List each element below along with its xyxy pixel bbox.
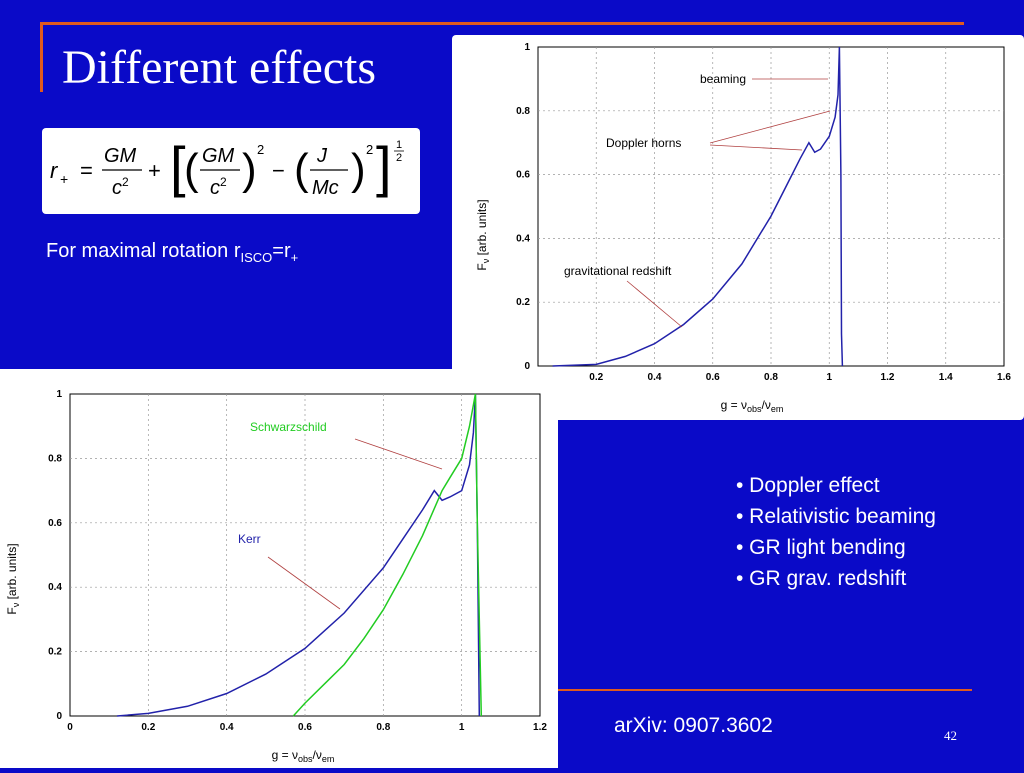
chart1-ticks: 0.2 0.4 0.6 0.8 1 1.2 1.4 1.6 0 0.2 0.4 0.6 0.8 1	[516, 42, 1011, 383]
x-tick-label: 0.6	[706, 372, 720, 383]
chart1-lines	[552, 46, 844, 367]
x-tick-label: 0.2	[141, 722, 155, 733]
chart2-lines	[116, 393, 483, 717]
svg-text:r: r	[50, 158, 59, 183]
y-tick-label: 0.6	[48, 518, 62, 529]
annotation-schwarzschild: Schwarzschild	[250, 420, 327, 434]
svg-text:GM: GM	[104, 145, 137, 167]
svg-text:2: 2	[396, 152, 402, 164]
svg-text:2: 2	[220, 175, 227, 189]
svg-text:=: =	[80, 158, 93, 183]
svg-text:1: 1	[396, 139, 402, 151]
svg-text:−: −	[272, 158, 285, 183]
y-tick-label: 0.2	[516, 297, 530, 308]
y-tick-label: 0.2	[48, 647, 62, 658]
slide-title: Different effects	[62, 41, 377, 94]
svg-text:[: [	[170, 135, 186, 198]
x-tick-label: 0.8	[764, 372, 778, 383]
x-tick-label: 0.4	[220, 722, 234, 733]
chart-comparison: 0 0.2 0.4 0.6 0.8 1 1.2 0 0.2 0.4 0.6 0.8 1 Schwarzs…	[0, 369, 558, 768]
x-tick-label: 0.4	[648, 372, 662, 383]
chart2-ticks: 0 0.2 0.4 0.6 0.8 1 1.2 0 0.2 0.4 0.6 0.8 1	[48, 389, 547, 733]
y-tick-label: 0	[56, 711, 62, 722]
chart1-grid	[537, 46, 1005, 367]
arrow-doppler-1	[709, 110, 831, 144]
svg-text:J: J	[316, 145, 328, 167]
y-tick-label: 0.6	[516, 170, 530, 181]
formula-box: r + = GM c 2 + [ ( GM c 2 ) 2 − ( J Mc )…	[42, 128, 420, 214]
svg-text:): )	[242, 145, 257, 194]
svg-text:+: +	[148, 158, 161, 183]
x-tick-label: 0.2	[589, 372, 603, 383]
y-tick-label: 0	[524, 361, 530, 372]
svg-text:2: 2	[257, 142, 264, 157]
x-tick-label: 1.4	[939, 372, 953, 383]
svg-text:2: 2	[366, 142, 373, 157]
x-tick-label: 0	[67, 722, 73, 733]
list-item: • Relativistic beaming	[736, 505, 936, 528]
svg-text:(: (	[294, 145, 309, 194]
annotation-kerr: Kerr	[238, 532, 261, 546]
annotation-beaming: beaming	[700, 72, 746, 86]
x-tick-label: 1.2	[533, 722, 547, 733]
svg-text:c: c	[112, 177, 122, 199]
effects-list: • Doppler effect • Relativistic beaming …	[736, 470, 936, 594]
y-tick-label: 0.8	[516, 106, 530, 117]
svg-text:Mc: Mc	[312, 177, 339, 199]
x-tick-label: 1.2	[881, 372, 895, 383]
chart2-xlabel: g = νobs/νem	[272, 748, 335, 764]
chart1-ylabel: Fν [arb. units]	[475, 199, 491, 270]
arrow-kerr	[267, 556, 341, 610]
svg-text:GM: GM	[202, 145, 235, 167]
arrow-doppler-2	[709, 144, 803, 151]
list-item: • GR light bending	[736, 536, 906, 559]
maximal-rotation-note: For maximal rotation rISCO=r+	[46, 240, 299, 265]
svg-text:(: (	[184, 145, 199, 194]
page-number: 42	[944, 728, 957, 743]
formula-graphic: r + = GM c 2 + [ ( GM c 2 ) 2 − ( J Mc )…	[50, 135, 404, 199]
x-tick-label: 0.8	[376, 722, 390, 733]
chart1-xlabel: g = νobs/νem	[721, 398, 784, 414]
chart-kerr-profile: 0.2 0.4 0.6 0.8 1 1.2 1.4 1.6 0 0.2 0.4 0.6 0.8 1 bea…	[452, 35, 1024, 420]
x-tick-label: 0.6	[298, 722, 312, 733]
chart-kerr-svg: 0.2 0.4 0.6 0.8 1 1.2 1.4 1.6 0 0.2 0.4 0.6 0.8 1 bea…	[475, 42, 1011, 414]
y-tick-label: 1	[524, 42, 530, 53]
annotation-doppler-horns: Doppler horns	[606, 136, 681, 150]
arrow-redshift	[626, 280, 683, 328]
list-item: • GR grav. redshift	[736, 567, 907, 590]
y-tick-label: 0.4	[48, 582, 62, 593]
svg-text:+: +	[60, 171, 68, 187]
list-item: • Doppler effect	[736, 474, 880, 497]
series-line-profile	[552, 46, 844, 367]
svg-text:): )	[351, 145, 366, 194]
chart-comparison-svg: 0 0.2 0.4 0.6 0.8 1 1.2 0 0.2 0.4 0.6 0.8 1 Schwarzs…	[5, 389, 547, 764]
top-rule	[40, 22, 964, 25]
y-tick-label: 0.8	[48, 453, 62, 464]
y-tick-label: 1	[56, 389, 62, 400]
x-tick-label: 1.6	[997, 372, 1011, 383]
bottom-rule	[540, 689, 972, 691]
svg-text:2: 2	[122, 175, 129, 189]
chart1-annotations: beaming Doppler horns gravitational reds…	[564, 72, 831, 328]
chart2-ylabel: Fν [arb. units]	[5, 543, 21, 614]
series-line-schwarzschild	[292, 393, 483, 717]
chart2-annotations: Schwarzschild Kerr	[238, 420, 443, 610]
x-tick-label: 1	[826, 372, 832, 383]
x-tick-label: 1	[459, 722, 465, 733]
chart2-grid	[69, 393, 541, 717]
series-line-kerr	[116, 393, 481, 717]
annotation-grav-redshift: gravitational redshift	[564, 264, 672, 278]
left-rule	[40, 22, 43, 92]
svg-text:c: c	[210, 177, 220, 199]
svg-text:]: ]	[376, 135, 392, 198]
arxiv-reference: arXiv: 0907.3602	[614, 714, 773, 737]
y-tick-label: 0.4	[516, 233, 530, 244]
arrow-schwarzschild	[354, 438, 443, 470]
